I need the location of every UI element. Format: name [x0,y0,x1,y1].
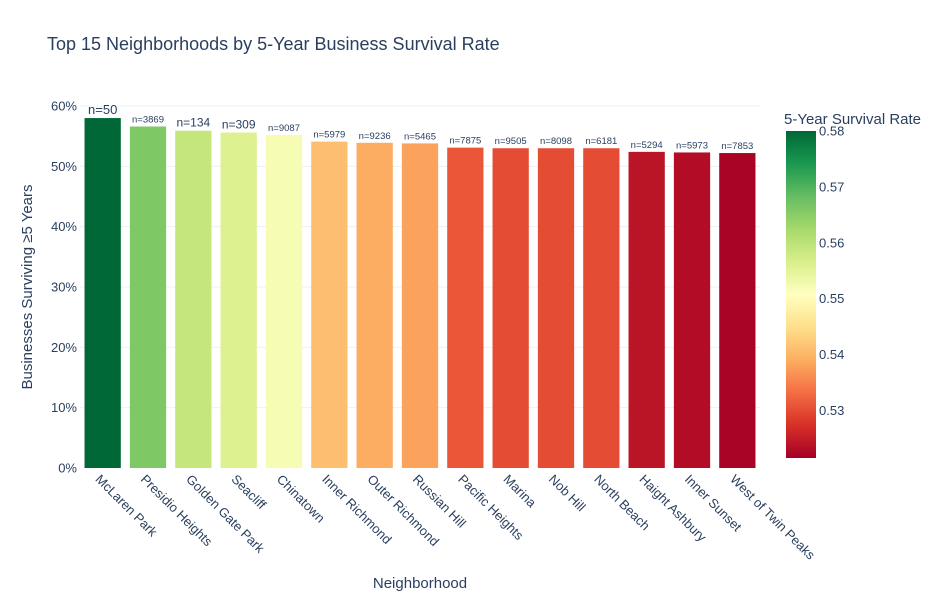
bar-label: n=9505 [495,136,527,147]
x-tick-label: West of Twin Peaks [727,472,818,563]
bar-label: n=5294 [631,140,663,151]
chart-title: Top 15 Neighborhoods by 5-Year Business … [47,34,500,54]
colorbar-tick-label: 0.53 [819,403,844,418]
bar [719,153,756,468]
x-tick-label: Marina [501,472,540,511]
y-tick-label: 20% [51,340,77,355]
y-axis-title: Businesses Surviving ≥5 Years [19,184,36,389]
bar [583,148,620,468]
bar [673,152,711,468]
bar-label: n=3869 [132,115,164,126]
colorbar-tick-label: 0.56 [819,235,844,250]
bar-label: n=6181 [585,136,617,147]
x-tick-label: Golden Gate Park [183,472,268,557]
bar [356,142,393,468]
bar [447,147,484,468]
bar [220,132,257,468]
bar-label: n=7853 [721,141,753,152]
bar [492,148,529,468]
colorbar-gradient [786,131,816,458]
y-tick-label: 30% [51,280,77,295]
bar [537,148,575,468]
bar [175,130,212,468]
bar-labels: n=50 n=3869 n=134 n=309 n=9087 n=5979 n=9236 n=… [88,102,753,152]
y-tick-label: 60% [51,99,77,114]
y-axis-ticks: 0% 10% 20% 30% 40% 50% 60% [51,99,77,476]
bars [84,118,756,469]
x-axis-title: Neighborhood [373,575,467,592]
bar-label: n=50 [88,102,117,117]
bar [401,143,439,468]
y-tick-label: 10% [51,400,77,415]
bar [311,141,348,468]
colorbar-tick-label: 0.54 [819,347,844,362]
x-tick-label: Nob Hill [546,472,589,515]
x-tick-label: Seacliff [229,472,270,513]
y-tick-label: 50% [51,159,77,174]
bar-label: n=5979 [313,130,345,141]
colorbar-ticks: 0.53 0.54 0.55 0.56 0.57 0.58 [819,124,844,418]
y-tick-label: 0% [58,461,77,476]
x-tick-label: Chinatown [274,472,328,526]
colorbar-tick-label: 0.55 [819,291,844,306]
bar [628,151,665,468]
bar-label: n=309 [222,118,256,132]
colorbar-tick-label: 0.57 [819,179,844,194]
bar-label: n=7875 [449,136,481,147]
bar-label: n=9236 [359,131,391,142]
bar-label: n=8098 [540,136,572,147]
bar [265,134,303,468]
bar [84,118,121,469]
bar-label: n=5465 [404,131,436,142]
bar [129,126,167,468]
y-tick-label: 40% [51,219,77,234]
colorbar-tick-label: 0.58 [819,124,844,139]
colorbar: 5-Year Survival Rate 0.530.540.550.560.5… [784,111,921,458]
bar-label: n=9087 [268,123,300,134]
bar-label: n=134 [176,116,210,130]
bar-label: n=5973 [676,140,708,151]
colorbar-title: 5-Year Survival Rate [784,111,921,128]
